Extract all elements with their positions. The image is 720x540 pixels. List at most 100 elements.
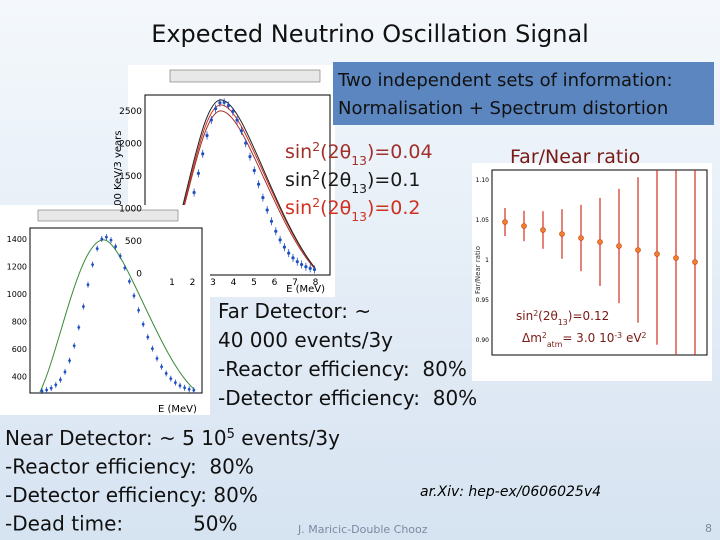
data-point	[578, 235, 584, 241]
data-point	[261, 195, 265, 200]
data-point	[521, 223, 527, 229]
y-tick-label: 1000	[119, 205, 142, 215]
legend-entry: sin2(2θ13)=0.1	[285, 168, 421, 196]
text-run: 2	[533, 309, 538, 318]
far-detector-line: -Detector efficiency: 80%	[218, 386, 477, 410]
data-point	[183, 386, 187, 390]
data-point	[160, 365, 164, 369]
plot-annotation: sin2(2θ13)=0.12	[516, 309, 609, 327]
data-point	[91, 263, 94, 267]
text-run: 5	[227, 427, 235, 442]
data-point	[151, 347, 154, 351]
data-point	[654, 251, 660, 257]
data-point	[205, 133, 209, 138]
text-run: 13	[558, 318, 568, 327]
near-detector-line: -Detector efficiency: 80%	[5, 483, 258, 507]
data-point	[278, 238, 282, 242]
data-point	[82, 305, 85, 308]
data-point	[257, 182, 261, 186]
data-point	[49, 386, 53, 390]
data-point	[265, 208, 269, 212]
y-tick-label: 1000	[7, 290, 27, 299]
text-run: )=0.12	[568, 309, 609, 323]
text-run: Δm	[522, 331, 542, 345]
title: Expected Neutrino Oscillation Signal	[151, 20, 589, 48]
data-point	[308, 266, 312, 270]
y-tick-label: 1400	[7, 235, 27, 244]
data-point	[248, 154, 252, 159]
x-tick-label: 3	[210, 278, 216, 288]
data-point	[187, 387, 191, 391]
data-point	[226, 103, 231, 108]
plot-title-strip	[169, 69, 321, 83]
text-run: 13	[351, 154, 367, 168]
data-point	[59, 378, 62, 382]
far-detector-line: 40 000 events/3y	[218, 328, 393, 352]
text-run: Near Detector: ~ 5 10	[5, 426, 227, 450]
data-point	[673, 255, 679, 261]
y-tick-label: 1.10	[476, 177, 490, 184]
data-point	[68, 359, 71, 363]
x-tick-label: 7	[292, 278, 298, 288]
text-run: sin	[285, 197, 312, 219]
text-run: -Reactor efficiency: 80%	[5, 455, 254, 479]
data-point	[72, 344, 76, 348]
x-tick-label: 2	[190, 278, 196, 288]
y-tick-label: 600	[12, 345, 27, 354]
ratio-plot	[472, 163, 712, 381]
data-point	[63, 370, 67, 374]
data-point	[127, 280, 131, 283]
data-point	[235, 118, 239, 122]
y-tick-label: 1500	[119, 172, 142, 182]
data-point	[118, 254, 122, 258]
y-tick-label: 2000	[119, 140, 142, 150]
x-tick-label: 4	[231, 278, 237, 288]
data-point	[616, 243, 622, 249]
x-tick-label: 5	[251, 278, 257, 288]
x-tick-label: 1	[169, 278, 175, 288]
text-run: (2θ	[538, 309, 558, 323]
data-point	[597, 239, 603, 245]
text-run: 40 000 events/3y	[218, 328, 393, 352]
text-run: (2θ	[320, 169, 351, 191]
data-point	[155, 357, 159, 360]
near-detector-line: -Reactor efficiency: 80%	[5, 455, 254, 479]
data-point	[287, 251, 291, 255]
x-axis-label: E (MeV)	[286, 284, 325, 295]
text-run: eV	[622, 331, 642, 345]
data-point	[77, 326, 81, 329]
reference: ar.Xiv: hep-ex/0606025v4	[420, 484, 601, 500]
near-detector-line: -Dead time: 50%	[5, 512, 238, 536]
data-point	[295, 260, 299, 264]
page-number: 8	[705, 522, 712, 535]
text-run: Far Detector: ~	[218, 299, 371, 323]
info-line: Two independent sets of information:	[337, 70, 673, 91]
x-tick-label: 6	[272, 278, 278, 288]
y-tick-label: 800	[12, 318, 27, 327]
data-point	[222, 100, 226, 105]
data-point	[164, 372, 168, 375]
text-run: )=0.1	[367, 169, 421, 191]
data-point	[174, 381, 177, 385]
text-run: sin	[516, 309, 533, 323]
text-run: 2	[312, 168, 320, 182]
data-point	[282, 245, 286, 249]
data-point	[304, 265, 308, 269]
text-run: 2	[312, 196, 320, 210]
text-run: (2θ	[320, 197, 351, 219]
y-tick-label: 0	[136, 270, 142, 280]
text-run: 2	[542, 331, 547, 340]
text-run: 2	[642, 331, 647, 340]
data-point	[40, 389, 44, 393]
data-point	[100, 237, 104, 241]
data-point	[86, 283, 90, 287]
y-tick-label: 0.95	[476, 297, 490, 304]
data-point	[137, 308, 141, 312]
data-point	[192, 388, 196, 392]
curve	[39, 239, 196, 393]
data-point	[201, 152, 205, 156]
data-point	[123, 266, 127, 270]
near-plot	[0, 205, 210, 415]
x-axis-label: E (MeV)	[158, 404, 197, 415]
